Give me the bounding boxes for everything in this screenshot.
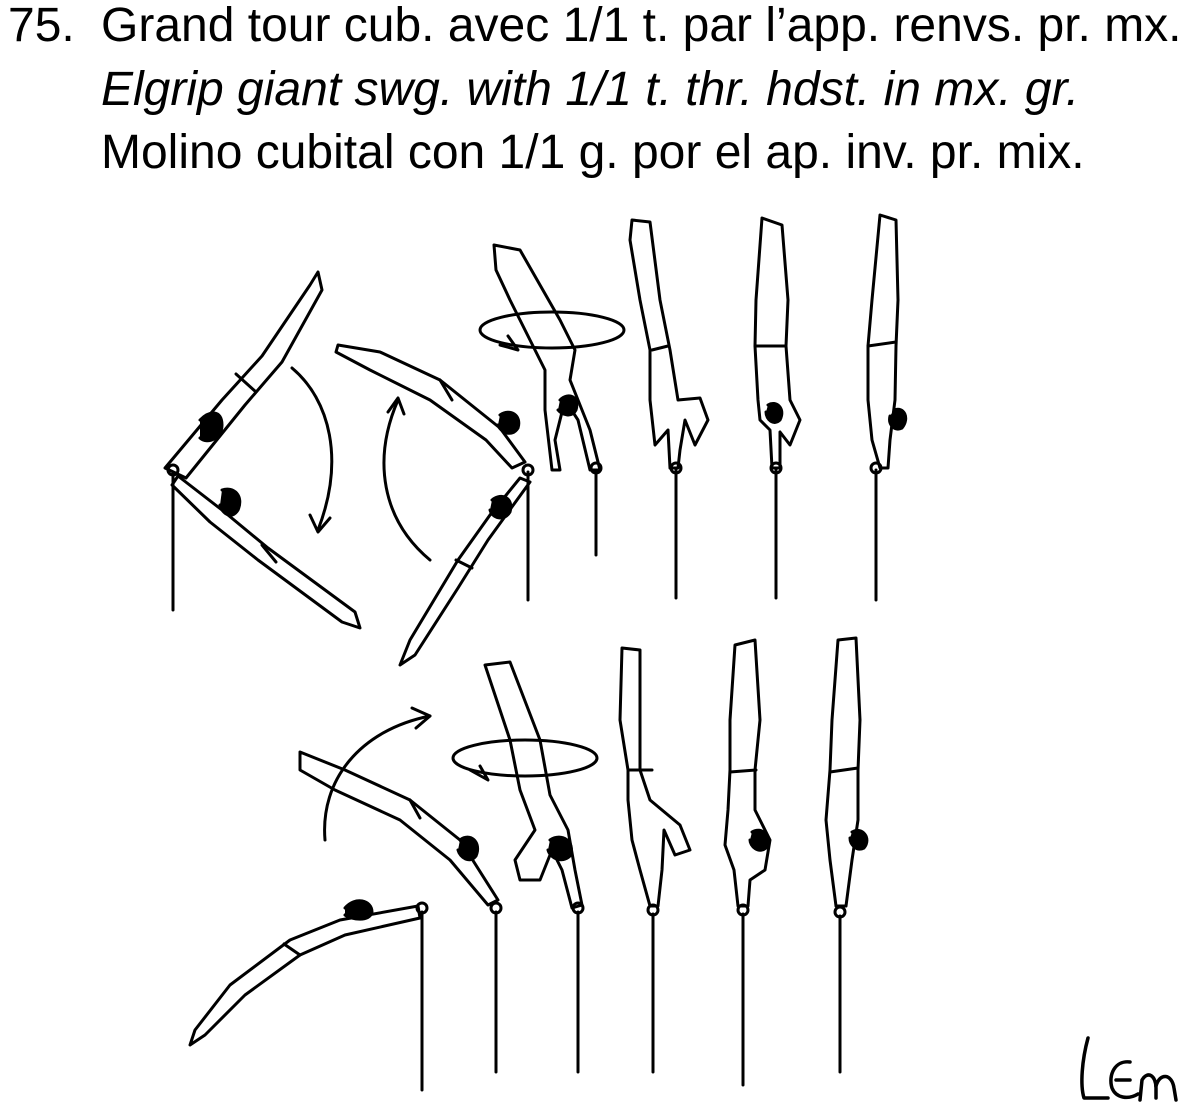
gymnast-figure — [478, 243, 626, 472]
swing-arrow — [308, 513, 332, 534]
gymnast-figure — [298, 750, 500, 907]
artist-signature — [1080, 1036, 1178, 1102]
top-sequence — [163, 213, 908, 667]
gymnast-figure — [163, 270, 324, 480]
bottom-sequence — [188, 636, 869, 1092]
swing-arrow — [410, 706, 432, 730]
high-bar — [833, 905, 847, 919]
gymnast-figure — [170, 474, 362, 630]
high-bar — [489, 901, 503, 915]
gymnast-figure — [723, 638, 772, 908]
gymnast-figure — [866, 213, 908, 470]
french-description: Grand tour cub. avec 1/1 t. par l’app. r… — [101, 0, 1182, 52]
spanish-description: Molino cubital con 1/1 g. por el ap. inv… — [101, 126, 1085, 179]
gymnast-figure — [451, 660, 599, 910]
gymnast-figure — [753, 216, 802, 470]
gymnast-figure — [824, 636, 869, 908]
gymnast-figure — [628, 218, 710, 470]
gymnast-figure — [188, 899, 422, 1047]
gymnast-figure — [618, 646, 692, 908]
element-number: 75. — [8, 0, 75, 52]
swing-arrow — [323, 714, 432, 842]
turn-arrow — [451, 738, 599, 778]
gymnast-figure — [334, 343, 527, 470]
english-description: Elgrip giant swg. with 1/1 t. thr. hdst.… — [101, 63, 1080, 116]
gymnast-figure — [398, 476, 532, 667]
swing-arrow — [382, 398, 432, 562]
high-bar — [521, 463, 535, 477]
swing-arrow — [290, 366, 334, 532]
swing-arrow — [386, 396, 406, 416]
turn-arrow — [478, 310, 626, 350]
